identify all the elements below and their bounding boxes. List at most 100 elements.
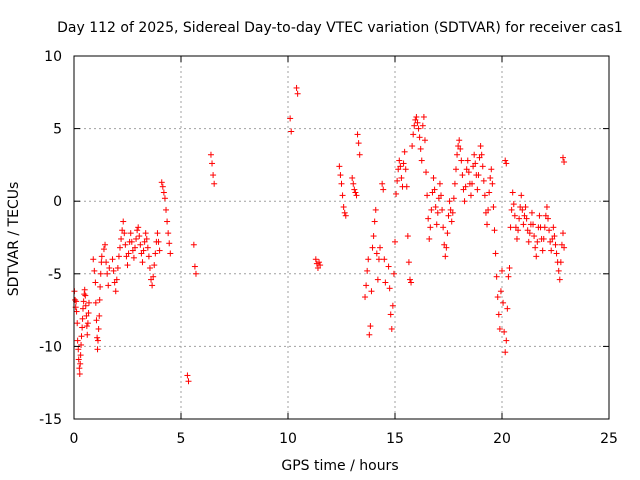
data-point: [154, 230, 161, 237]
data-point: [451, 180, 458, 187]
data-point: [128, 238, 135, 245]
data-point: [390, 270, 397, 277]
data-point: [159, 183, 166, 190]
data-point: [519, 206, 526, 213]
data-point: [115, 253, 122, 260]
data-point: [83, 323, 90, 330]
data-point: [110, 267, 117, 274]
data-point: [513, 235, 520, 242]
data-point: [356, 151, 363, 158]
data-point: [377, 244, 384, 251]
data-point: [481, 192, 488, 199]
data-point: [531, 233, 538, 240]
data-point: [337, 172, 344, 179]
y-tick-label: -10: [39, 339, 62, 355]
data-point: [156, 247, 163, 254]
data-point: [371, 218, 378, 225]
data-point: [355, 140, 362, 147]
data-point: [408, 279, 415, 286]
x-tick-label: 20: [493, 431, 511, 447]
data-point: [349, 174, 356, 181]
data-point: [76, 370, 83, 377]
data-point: [118, 235, 125, 242]
data-point: [442, 253, 449, 260]
data-point: [522, 204, 529, 211]
data-point: [406, 276, 413, 283]
data-point: [77, 352, 84, 359]
data-point: [561, 158, 568, 165]
data-point: [541, 224, 548, 231]
data-point: [410, 131, 417, 138]
data-point: [559, 230, 566, 237]
y-tick-label: 0: [53, 194, 62, 210]
data-point: [499, 267, 505, 274]
data-point: [456, 137, 463, 144]
data-point: [536, 212, 543, 219]
data-point: [500, 299, 507, 306]
data-point: [525, 238, 532, 245]
data-point: [545, 215, 552, 222]
data-point: [533, 253, 540, 260]
data-point: [342, 212, 349, 219]
data-point: [150, 273, 157, 280]
data-point: [439, 206, 446, 213]
data-point: [151, 262, 158, 269]
data-point: [543, 204, 550, 211]
data-point: [497, 288, 504, 295]
data-point: [433, 221, 440, 228]
data-point: [520, 221, 527, 228]
data-point: [372, 206, 379, 213]
data-point: [140, 247, 147, 254]
data-point: [133, 235, 140, 242]
data-point: [77, 360, 84, 367]
data-point: [413, 113, 420, 120]
data-point: [508, 206, 515, 213]
data-point: [484, 221, 491, 228]
data-point: [84, 320, 91, 327]
y-tick-label: -15: [39, 412, 62, 428]
data-point: [485, 206, 492, 213]
y-axis-label: SDTVAR / TECUs: [6, 182, 22, 297]
data-point: [416, 134, 423, 141]
data-point: [161, 195, 168, 202]
data-point: [106, 264, 113, 271]
data-point: [127, 230, 134, 237]
data-point: [94, 346, 101, 353]
data-point: [515, 227, 522, 234]
data-point: [164, 218, 171, 225]
data-point: [411, 122, 418, 129]
data-point: [338, 180, 345, 187]
data-point: [424, 192, 431, 199]
data-point: [98, 253, 105, 260]
data-point: [124, 262, 131, 269]
data-point: [117, 244, 124, 251]
data-point: [404, 233, 411, 240]
data-point: [553, 250, 560, 257]
data-point: [528, 209, 535, 216]
data-point: [146, 264, 153, 271]
data-point: [417, 145, 424, 152]
data-point: [420, 113, 427, 120]
data-point: [475, 172, 482, 179]
data-point: [530, 221, 537, 228]
data-point: [392, 238, 398, 245]
data-point: [207, 151, 214, 158]
data-point: [388, 325, 395, 332]
data-point: [532, 244, 539, 251]
chart-title: Day 112 of 2025, Sidereal Day-to-day VTE…: [57, 20, 623, 36]
data-point: [393, 190, 400, 197]
data-point: [493, 273, 500, 280]
data-point: [91, 267, 98, 274]
data-point: [209, 160, 216, 167]
data-point: [551, 233, 558, 240]
data-point: [120, 218, 127, 225]
data-point: [137, 241, 144, 248]
data-point: [488, 166, 495, 173]
data-point: [385, 263, 392, 270]
data-point: [145, 253, 152, 260]
data-point: [505, 273, 512, 280]
data-point: [501, 328, 508, 335]
data-points-layer: [71, 84, 568, 385]
data-point: [479, 163, 486, 170]
data-point: [379, 180, 386, 187]
